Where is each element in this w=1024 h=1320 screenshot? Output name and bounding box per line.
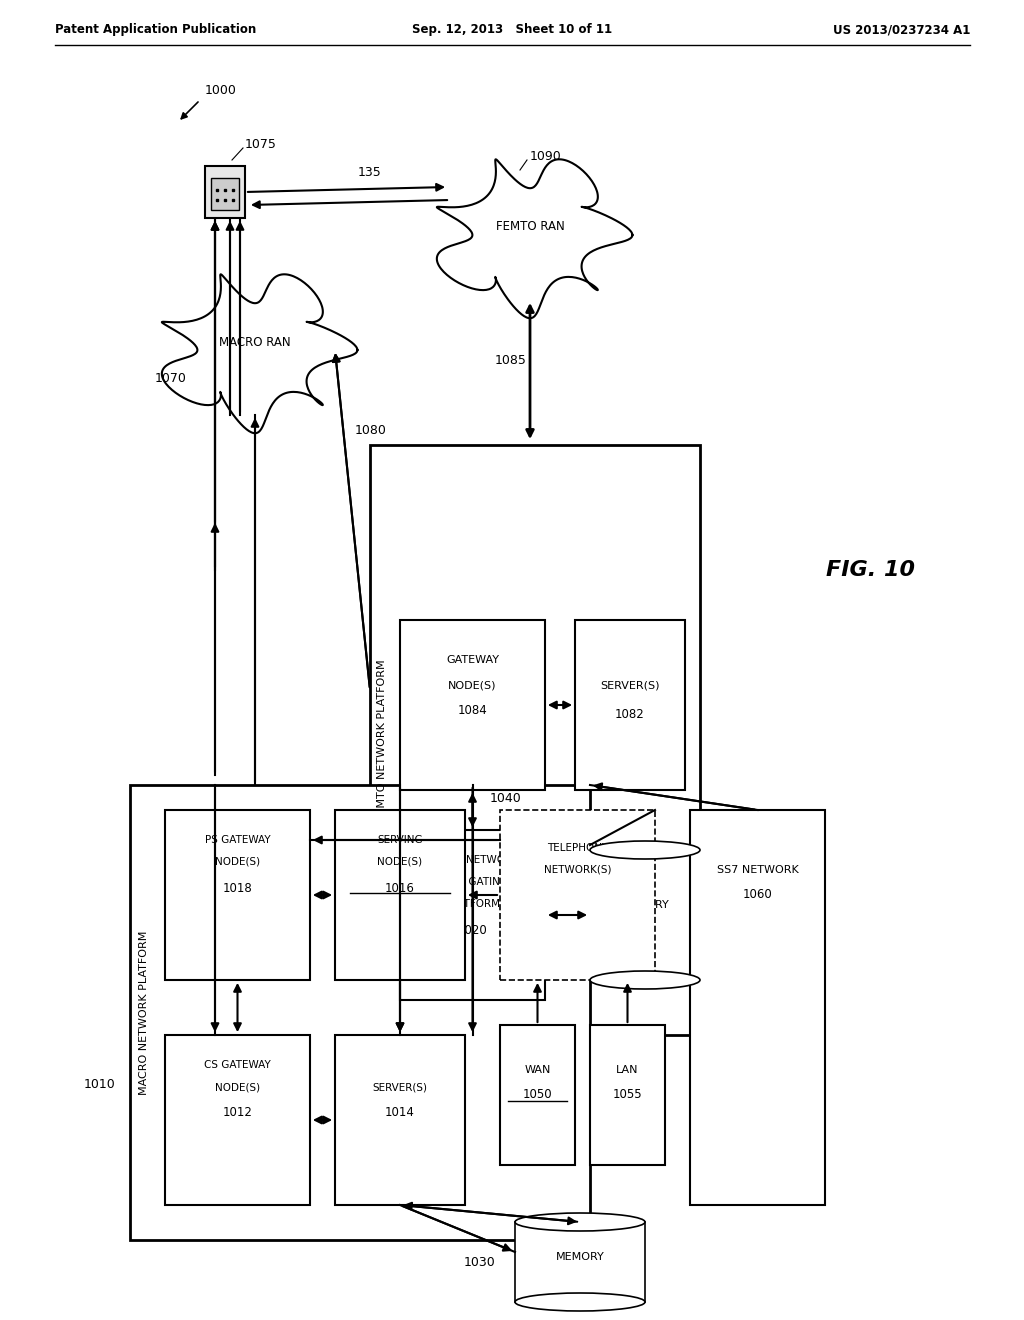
Text: 1084: 1084 [458,704,487,717]
Text: NODE(S): NODE(S) [215,1082,260,1092]
Text: MACRO NETWORK PLATFORM: MACRO NETWORK PLATFORM [139,931,150,1094]
Text: Patent Application Publication: Patent Application Publication [55,24,256,37]
FancyBboxPatch shape [370,445,700,1035]
Text: MEMORY: MEMORY [556,1251,604,1262]
Text: 1070: 1070 [155,371,186,384]
Text: FEMTO RAN: FEMTO RAN [496,220,564,234]
Text: FEMTO NETWORK PLATFORM: FEMTO NETWORK PLATFORM [377,659,387,821]
Text: 1030: 1030 [463,1255,495,1269]
Text: 1000: 1000 [205,83,237,96]
Text: 1016: 1016 [385,882,415,895]
Text: SS7 NETWORK: SS7 NETWORK [717,865,799,875]
FancyBboxPatch shape [205,166,245,218]
FancyBboxPatch shape [515,1222,645,1302]
FancyBboxPatch shape [211,178,239,210]
Text: NODE(S): NODE(S) [378,857,423,867]
Text: CS GATEWAY: CS GATEWAY [204,1060,271,1071]
FancyBboxPatch shape [335,1035,465,1205]
Text: 1012: 1012 [222,1106,253,1119]
Polygon shape [162,275,357,433]
Text: 1075: 1075 [245,139,276,152]
Text: TELEPHONY: TELEPHONY [547,843,608,853]
Text: MACRO RAN: MACRO RAN [219,335,291,348]
Text: PILOT GATING: PILOT GATING [436,876,509,887]
Text: LAN: LAN [616,1065,639,1074]
Text: 1010: 1010 [83,1078,115,1092]
Text: 1020: 1020 [458,924,487,936]
Text: NETWORK(S): NETWORK(S) [544,865,611,875]
Ellipse shape [590,841,700,859]
FancyBboxPatch shape [590,850,700,979]
FancyBboxPatch shape [165,1035,310,1205]
Text: 1014: 1014 [385,1106,415,1119]
Text: SERVER(S): SERVER(S) [600,680,659,690]
Text: NODE(S): NODE(S) [215,857,260,867]
Text: FIG. 10: FIG. 10 [825,560,914,579]
FancyBboxPatch shape [400,620,545,789]
Text: 1050: 1050 [522,1089,552,1101]
Text: PS GATEWAY: PS GATEWAY [205,836,270,845]
Text: PLATFORM: PLATFORM [445,899,500,909]
FancyBboxPatch shape [165,810,310,979]
Text: SERVER(S): SERVER(S) [373,1082,427,1092]
Text: NODE(S): NODE(S) [449,680,497,690]
Text: Sep. 12, 2013   Sheet 10 of 11: Sep. 12, 2013 Sheet 10 of 11 [412,24,612,37]
Text: 1018: 1018 [222,882,252,895]
FancyBboxPatch shape [500,1026,575,1166]
Text: 1082: 1082 [615,709,645,722]
Ellipse shape [515,1294,645,1311]
Text: 135: 135 [358,165,382,178]
FancyBboxPatch shape [500,810,655,979]
Text: WAN: WAN [524,1065,551,1074]
Text: 1086: 1086 [565,858,597,871]
Text: 1085: 1085 [495,354,527,367]
Text: 1080: 1080 [355,424,387,437]
Text: GATEWAY: GATEWAY [446,655,499,665]
FancyBboxPatch shape [690,810,825,1205]
Text: 1090: 1090 [530,150,562,164]
FancyBboxPatch shape [400,830,545,1001]
Ellipse shape [590,972,700,989]
Text: 1060: 1060 [742,888,772,902]
Text: SERVING: SERVING [377,836,423,845]
Ellipse shape [515,1213,645,1232]
Text: 1040: 1040 [490,792,522,804]
Text: US 2013/0237234 A1: US 2013/0237234 A1 [833,24,970,37]
FancyBboxPatch shape [575,620,685,789]
FancyBboxPatch shape [590,1026,665,1166]
Text: 1055: 1055 [612,1089,642,1101]
Text: FEMTO NETWORK: FEMTO NETWORK [427,855,518,865]
Polygon shape [437,160,633,318]
FancyBboxPatch shape [130,785,590,1239]
Text: MEMORY: MEMORY [621,900,670,909]
FancyBboxPatch shape [335,810,465,979]
